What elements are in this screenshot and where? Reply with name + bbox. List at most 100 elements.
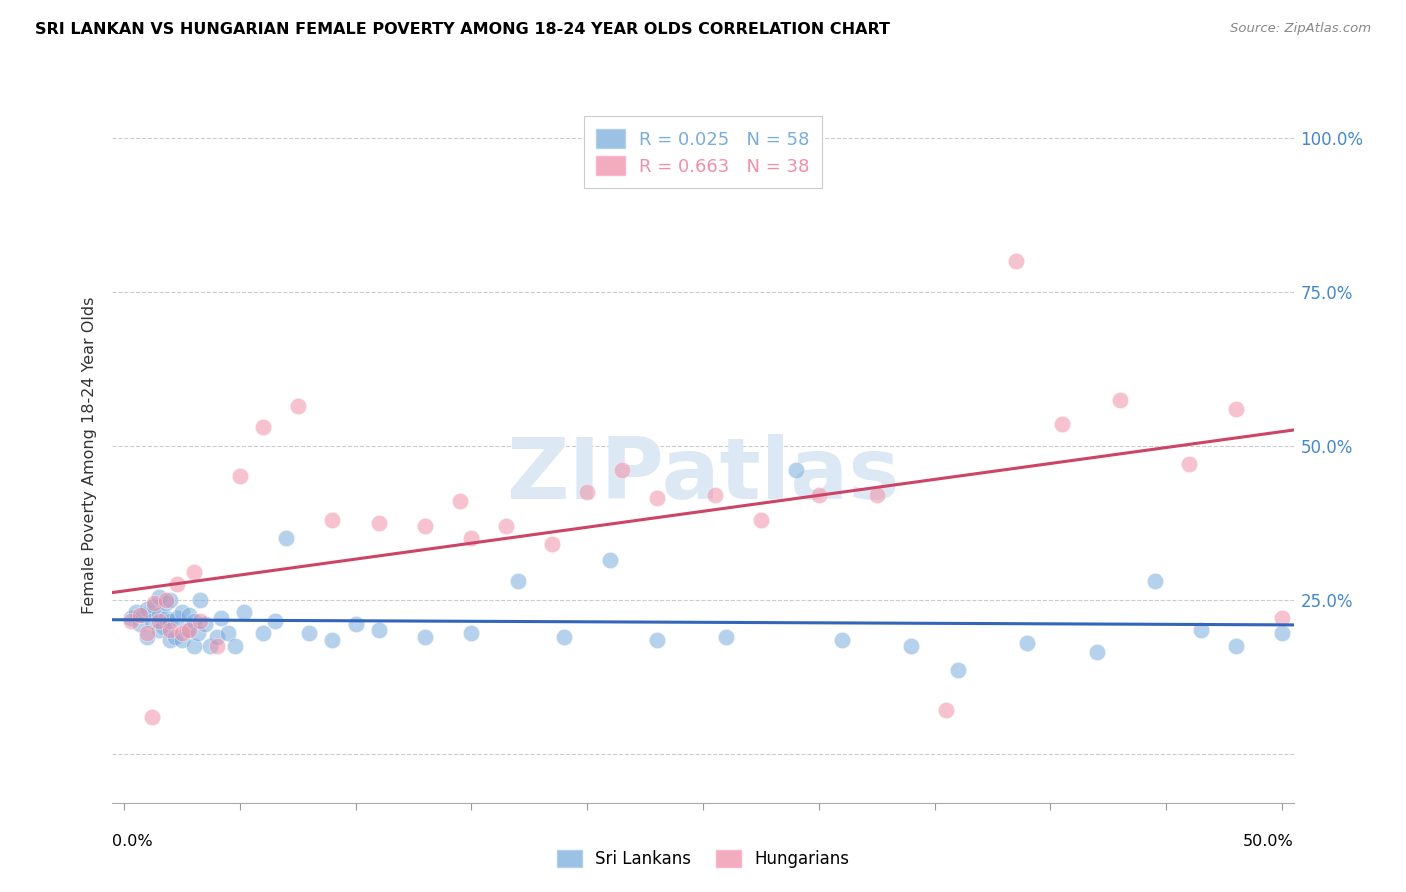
Point xyxy=(1085,645,1108,659)
Point xyxy=(1143,574,1166,589)
Point xyxy=(321,512,343,526)
Point xyxy=(129,607,152,622)
Point xyxy=(187,626,209,640)
Point xyxy=(170,632,193,647)
Text: Source: ZipAtlas.com: Source: ZipAtlas.com xyxy=(1230,22,1371,36)
Point xyxy=(263,614,285,628)
Point xyxy=(166,611,188,625)
Point xyxy=(224,639,246,653)
Point xyxy=(159,632,181,647)
Point xyxy=(148,614,170,628)
Point xyxy=(367,624,389,638)
Point xyxy=(124,605,146,619)
Point xyxy=(148,590,170,604)
Point xyxy=(344,617,367,632)
Point xyxy=(217,626,239,640)
Point xyxy=(141,614,163,628)
Point xyxy=(460,531,482,545)
Text: SRI LANKAN VS HUNGARIAN FEMALE POVERTY AMONG 18-24 YEAR OLDS CORRELATION CHART: SRI LANKAN VS HUNGARIAN FEMALE POVERTY A… xyxy=(35,22,890,37)
Point xyxy=(166,577,188,591)
Point xyxy=(120,611,142,625)
Point xyxy=(553,630,575,644)
Point xyxy=(190,592,212,607)
Point xyxy=(1271,626,1294,640)
Point xyxy=(1225,639,1247,653)
Point xyxy=(159,624,181,638)
Point xyxy=(807,488,830,502)
Point xyxy=(136,630,159,644)
Point xyxy=(252,626,274,640)
Point xyxy=(141,709,163,723)
Legend: Sri Lankans, Hungarians: Sri Lankans, Hungarians xyxy=(550,843,856,874)
Point xyxy=(183,614,205,628)
Point xyxy=(233,605,256,619)
Point xyxy=(785,463,807,477)
Point xyxy=(287,399,309,413)
Point xyxy=(645,491,668,505)
Point xyxy=(198,639,221,653)
Y-axis label: Female Poverty Among 18-24 Year Olds: Female Poverty Among 18-24 Year Olds xyxy=(82,296,97,614)
Point xyxy=(645,632,668,647)
Point xyxy=(506,574,529,589)
Point xyxy=(209,611,232,625)
Point xyxy=(1108,392,1130,407)
Point xyxy=(131,607,153,622)
Point xyxy=(1050,417,1073,431)
Point xyxy=(170,605,193,619)
Point xyxy=(276,531,298,545)
Point xyxy=(367,516,389,530)
Point xyxy=(749,512,772,526)
Point xyxy=(1004,254,1026,268)
Point xyxy=(413,630,436,644)
Point xyxy=(136,626,159,640)
Point xyxy=(205,639,228,653)
Point xyxy=(413,518,436,533)
Point xyxy=(194,617,217,632)
Point xyxy=(143,599,166,613)
Point xyxy=(831,632,853,647)
Point xyxy=(599,552,621,566)
Point xyxy=(298,626,321,640)
Point xyxy=(900,639,922,653)
Point xyxy=(129,617,152,632)
Point xyxy=(703,488,725,502)
Point xyxy=(714,630,737,644)
Point xyxy=(495,518,517,533)
Point xyxy=(935,703,957,717)
Point xyxy=(152,620,174,634)
Point xyxy=(177,624,200,638)
Text: ZIPatlas: ZIPatlas xyxy=(506,434,900,517)
Point xyxy=(1271,611,1294,625)
Point xyxy=(610,463,633,477)
Point xyxy=(183,639,205,653)
Point xyxy=(155,611,177,625)
Point xyxy=(460,626,482,640)
Point xyxy=(170,626,193,640)
Point xyxy=(946,664,969,678)
Point xyxy=(155,592,177,607)
Point xyxy=(148,607,170,622)
Point xyxy=(576,484,599,499)
Point xyxy=(1225,401,1247,416)
Point xyxy=(205,630,228,644)
Point xyxy=(177,607,200,622)
Point xyxy=(229,469,252,483)
Point xyxy=(136,602,159,616)
Point xyxy=(143,596,166,610)
Point xyxy=(159,592,181,607)
Point xyxy=(866,488,889,502)
Point xyxy=(155,596,177,610)
Point xyxy=(1189,624,1212,638)
Point xyxy=(1178,457,1201,471)
Point xyxy=(120,614,142,628)
Point xyxy=(190,614,212,628)
Point xyxy=(252,420,274,434)
Text: 50.0%: 50.0% xyxy=(1243,834,1294,849)
Point xyxy=(148,624,170,638)
Point xyxy=(541,537,564,551)
Text: 0.0%: 0.0% xyxy=(112,834,153,849)
Point xyxy=(449,494,471,508)
Point xyxy=(163,630,186,644)
Point xyxy=(176,624,198,638)
Point xyxy=(321,632,343,647)
